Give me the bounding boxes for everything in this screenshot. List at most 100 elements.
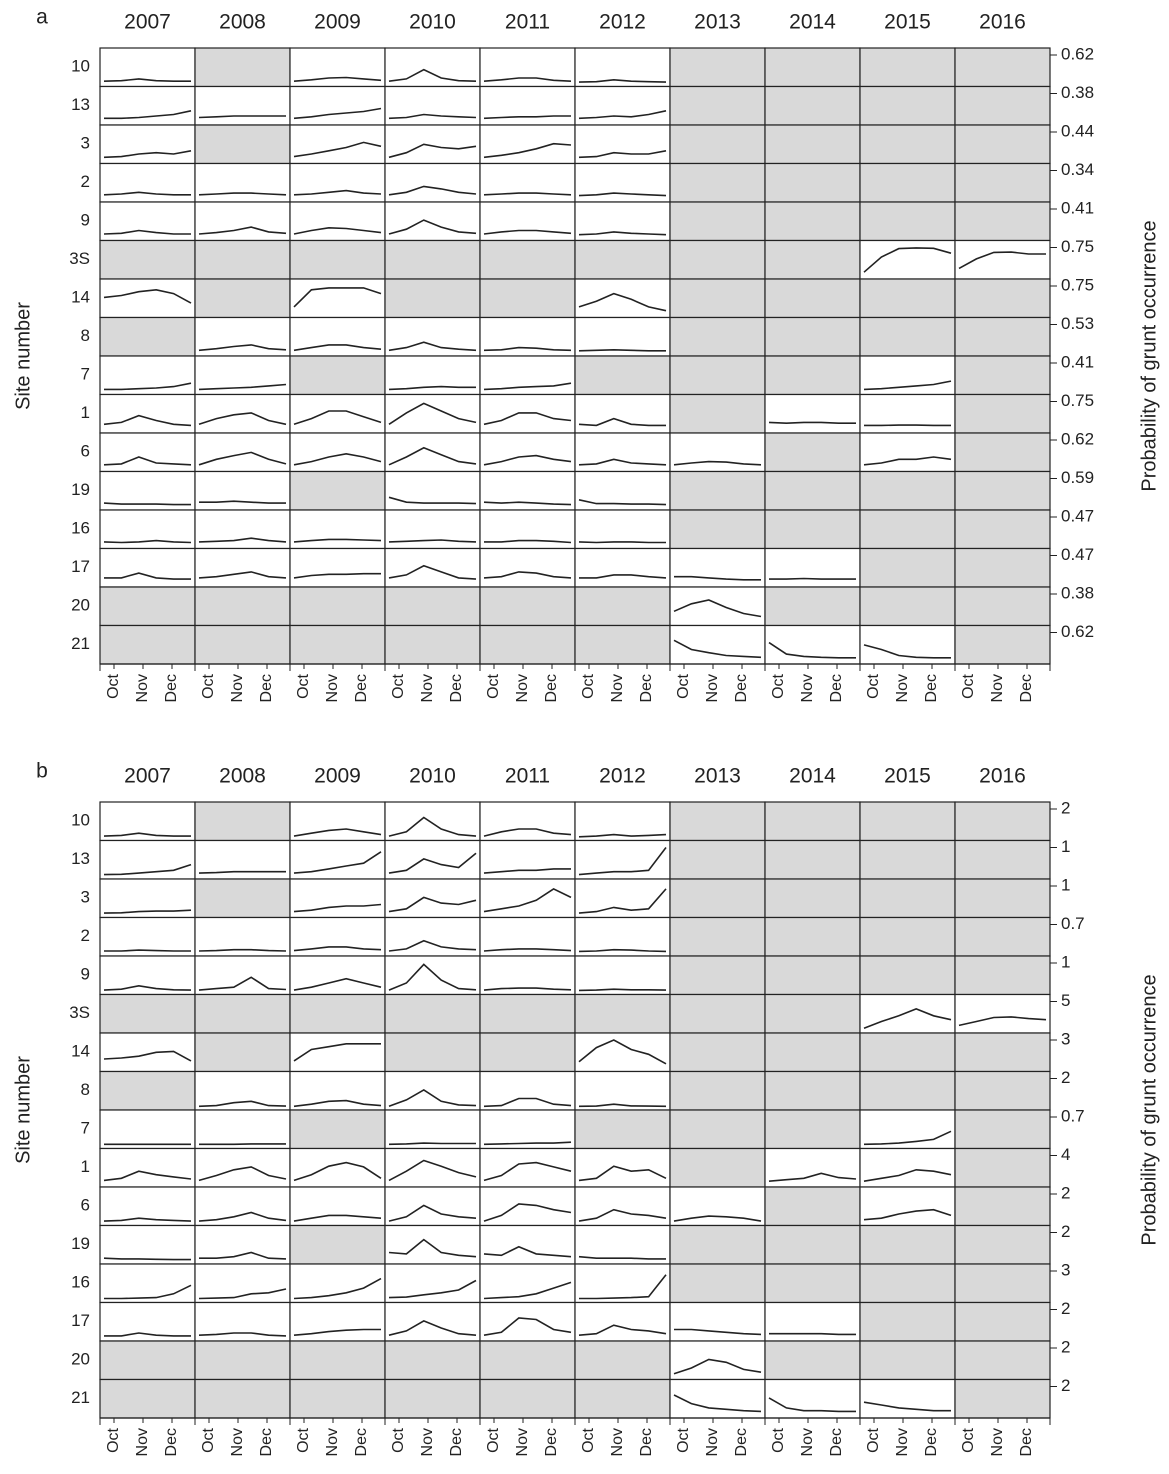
occurrence-line [483,987,572,991]
y2-tick-label: 0.7 [1061,914,1085,933]
missing-panel [669,509,766,550]
occurrence-line [198,412,287,426]
panel [574,1263,671,1304]
site-label: 7 [81,365,90,384]
missing-panel [954,586,1051,627]
month-label: Oct [390,1427,407,1452]
occurrence-line [198,537,287,543]
panel [479,162,576,203]
missing-panel [859,124,956,165]
panel [764,1301,861,1342]
occurrence-line [104,382,192,391]
missing-panel [954,1147,1051,1188]
missing-panel [764,316,861,357]
missing-panel [764,470,861,511]
occurrence-line [578,292,667,312]
occurrence-line [388,113,477,120]
year-label: 2010 [409,11,456,34]
month-label: Nov [229,674,246,702]
year-label: 2016 [979,11,1026,34]
missing-panel [99,1378,196,1419]
occurrence-line [578,1208,667,1222]
missing-panel [859,162,956,203]
panel-label: b [36,760,48,783]
panel [859,1186,956,1227]
occurrence-line [769,1332,856,1336]
panel [384,547,481,588]
month-label: Oct [390,673,407,698]
missing-panel [859,470,956,511]
panel [289,432,386,473]
occurrence-line [293,538,382,543]
year-label: 2007 [124,765,171,788]
occurrence-line [578,888,667,914]
panel-label: a [36,6,48,29]
missing-panel [669,470,766,511]
missing-panel [764,1224,861,1265]
missing-panel [669,1109,766,1150]
site-label: 2 [81,172,90,191]
occurrence-line [388,939,477,952]
missing-panel [669,278,766,319]
missing-panel [764,916,861,957]
missing-panel [384,993,481,1034]
occurrence-line [103,78,191,82]
month-label: Dec [543,674,560,702]
occurrence-line [293,344,382,352]
y2-tick-label: 0.38 [1061,83,1094,102]
month-label: Dec [923,1428,940,1456]
occurrence-line [388,1088,477,1108]
occurrence-line [388,1142,476,1146]
occurrence-line [388,219,477,235]
month-label: Oct [200,1427,217,1452]
occurrence-line [863,1401,951,1412]
y2-tick-label: 0.47 [1061,545,1094,564]
panel [194,955,291,996]
panel [574,1032,671,1073]
panel [99,1109,196,1150]
occurrence-line [198,1332,287,1337]
month-label: Dec [163,1428,180,1456]
occurrence-line [293,977,382,991]
missing-panel [859,916,956,957]
month-label: Oct [105,673,122,698]
occurrence-line [578,1103,667,1108]
occurrence-line [578,1165,667,1182]
occurrence-line [103,832,191,837]
missing-panel [954,278,1051,319]
occurrence-line [863,456,952,466]
panel [479,509,576,550]
occurrence-line [293,287,382,308]
occurrence-line [198,976,287,991]
y2-axis-title: Probability of grunt occurrence [1138,220,1160,491]
site-label: 16 [71,1273,90,1292]
site-label: 6 [81,1196,90,1215]
y2-tick-label: 0.59 [1061,468,1094,487]
month-label: Nov [989,674,1006,702]
panel [954,239,1051,280]
occurrence-line [388,143,477,159]
year-label: 2012 [599,11,646,34]
panel [669,1301,766,1342]
y2-tick-label: 0.47 [1061,506,1094,525]
occurrence-line [103,150,192,159]
y-axis-title: Site number [12,1056,34,1164]
panel [384,1301,481,1342]
occurrence-line [293,189,382,196]
missing-panel [954,1032,1051,1073]
occurrence-line [483,571,572,579]
panel [289,547,386,588]
site-label: 8 [81,1080,90,1099]
occurrence-line [388,185,477,196]
missing-panel [954,1263,1051,1304]
site-label: 21 [71,634,90,653]
panel [289,1301,386,1342]
missing-panel [669,1224,766,1265]
missing-panel [954,1301,1051,1342]
panel [99,547,196,588]
panel [574,547,671,588]
month-label: Oct [960,673,977,698]
panel [764,547,861,588]
missing-panel [99,586,196,627]
occurrence-line [198,383,287,391]
